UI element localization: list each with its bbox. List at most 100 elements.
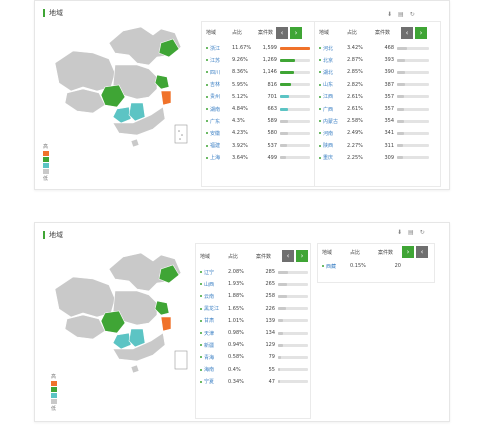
share-value: 8.36% [232,69,248,76]
table-row[interactable]: 吉林 5.95% 816 [206,79,316,91]
region-name[interactable]: 广东 [206,118,232,125]
download-icon[interactable]: ⬇ [387,11,393,18]
map-region-south [112,106,166,136]
region-name[interactable]: 西藏 [322,263,350,270]
table-row[interactable]: 宁夏 0.34% 47 [200,376,310,388]
region-name[interactable]: 内蒙古 [319,118,347,125]
region-name[interactable]: 河南 [319,130,347,137]
table-row[interactable]: 青海 0.58% 79 [200,351,310,363]
bullet-icon [200,319,202,322]
region-name[interactable]: 北京 [319,57,347,64]
table-row[interactable]: 贵州 5.12% 701 [206,91,316,103]
map-region-hunan [128,102,146,122]
share-value: 2.61% [347,106,363,113]
table-row[interactable]: 福建 3.92% 537 [206,140,316,152]
count-value: 357 [384,106,394,113]
region-name[interactable]: 江苏 [206,57,232,64]
region-name[interactable]: 河北 [319,45,347,52]
table-row[interactable]: 江苏 9.26% 1,269 [206,54,316,66]
region-name[interactable]: 青海 [200,354,228,361]
region-name[interactable]: 宁夏 [200,378,228,385]
table-row[interactable]: 北京 2.87% 393 [319,54,439,66]
region-name[interactable]: 辽宁 [200,269,228,276]
table-row[interactable]: 重庆 2.25% 309 [319,152,439,164]
table-row[interactable]: 新疆 0.94% 129 [200,339,310,351]
table-row[interactable]: 江西 2.61% 357 [319,91,439,103]
table-row[interactable]: 西藏 0.15% 20 [322,260,432,272]
region-name[interactable]: 贵州 [206,93,232,100]
bullet-icon [206,132,208,135]
count-value: 47 [268,378,275,385]
share-value: 2.27% [347,142,363,149]
prev-page-button[interactable]: ‹ [416,246,428,258]
region-name[interactable]: 江西 [319,93,347,100]
document-icon[interactable]: ▤ [398,11,404,18]
region-name[interactable]: 天津 [200,330,228,337]
region-name[interactable]: 浙江 [206,45,232,52]
region-name[interactable]: 上海 [206,154,232,161]
table-row[interactable]: 内蒙古 2.58% 354 [319,115,439,127]
table-row[interactable]: 河北 3.42% 468 [319,42,439,54]
region-name[interactable]: 海南 [200,366,228,373]
region-name[interactable]: 云南 [200,293,228,300]
table-row[interactable]: 黑龙江 1.65% 226 [200,303,310,315]
count-value: 589 [267,118,277,125]
count-value: 663 [267,106,277,113]
table-row[interactable]: 湖南 4.84% 663 [206,103,316,115]
region-name[interactable]: 湖南 [206,106,232,113]
bullet-icon [200,307,202,310]
table-row[interactable]: 广东 4.3% 589 [206,115,316,127]
table-row[interactable]: 安徽 4.23% 580 [206,127,316,139]
document-icon[interactable]: ▤ [408,229,414,236]
table-row[interactable]: 上海 3.64% 499 [206,152,316,164]
refresh-icon[interactable]: ↻ [409,11,415,18]
panel-title-text: 地域 [49,231,63,239]
bullet-icon [322,265,324,268]
table-row[interactable]: 湖北 2.85% 390 [319,66,439,78]
bullet-icon [319,71,321,74]
table-row[interactable]: 广西 2.61% 357 [319,103,439,115]
table-row[interactable]: 云南 1.88% 258 [200,290,310,302]
next-page-button[interactable]: › [296,250,308,262]
next-page-button[interactable]: › [290,27,302,39]
table-row[interactable]: 四川 8.36% 1,146 [206,66,316,78]
prev-page-button[interactable]: ‹ [282,250,294,262]
region-name[interactable]: 广西 [319,106,347,113]
table-row[interactable]: 天津 0.98% 134 [200,327,310,339]
region-table: 地域 占比 案件数 西藏 0.15% 20 [322,244,432,272]
region-name[interactable]: 四川 [206,69,232,76]
region-name[interactable]: 湖北 [319,69,347,76]
prev-page-button[interactable]: ‹ [276,27,288,39]
region-name[interactable]: 安徽 [206,130,232,137]
table-row[interactable]: 辽宁 2.08% 285 [200,266,310,278]
china-map[interactable] [53,251,191,379]
count-value: 341 [384,130,394,137]
table-row[interactable]: 河南 2.49% 341 [319,127,439,139]
refresh-icon[interactable]: ↻ [419,229,425,236]
region-name[interactable]: 黑龙江 [200,305,228,312]
count-bar-fill [397,46,407,50]
download-icon[interactable]: ⬇ [397,229,403,236]
region-name[interactable]: 吉林 [206,81,232,88]
next-page-button[interactable]: › [402,246,414,258]
table-row[interactable]: 浙江 11.67% 1,599 [206,42,316,54]
bullet-icon [319,132,321,135]
table-row[interactable]: 海南 0.4% 55 [200,364,310,376]
region-name[interactable]: 山西 [200,281,228,288]
prev-page-button[interactable]: ‹ [401,27,413,39]
region-name[interactable]: 山东 [319,81,347,88]
region-name[interactable]: 福建 [206,142,232,149]
region-name[interactable]: 新疆 [200,342,228,349]
next-page-button[interactable]: › [415,27,427,39]
bullet-icon [200,356,202,359]
table-row[interactable]: 山西 1.93% 265 [200,278,310,290]
share-value: 3.64% [232,154,248,161]
region-name[interactable]: 陕西 [319,142,347,149]
table-row[interactable]: 陕西 2.27% 311 [319,140,439,152]
count-bar-fill [280,58,295,62]
china-map[interactable] [53,25,191,153]
table-row[interactable]: 山东 2.82% 387 [319,79,439,91]
table-row[interactable]: 甘肃 1.01% 139 [200,315,310,327]
region-name[interactable]: 重庆 [319,154,347,161]
region-name[interactable]: 甘肃 [200,317,228,324]
